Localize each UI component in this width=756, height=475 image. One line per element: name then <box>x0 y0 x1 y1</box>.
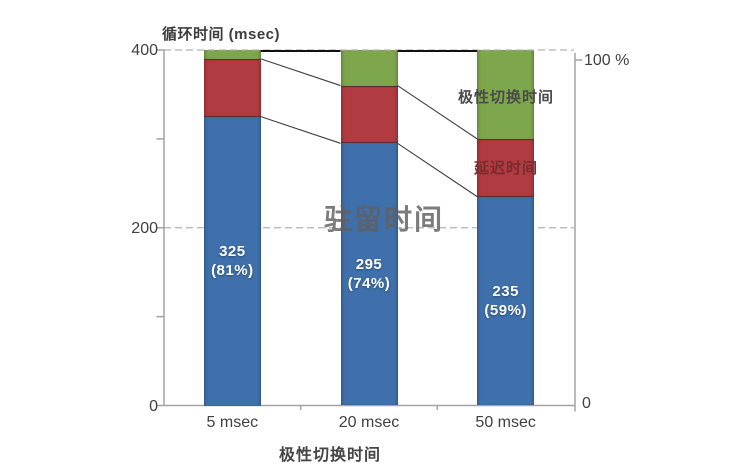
bar-value-label: 295 (74%) <box>337 255 402 293</box>
x-axis-category-label-5msec: 5 msec <box>206 414 259 431</box>
connector-line-dwell-boundary <box>260 116 341 144</box>
y-axis-tick-label-200: 200 <box>131 219 158 237</box>
annotation-polarity-switch-time: 极性切换时间 <box>457 89 554 106</box>
bar-20msec-segment-delay <box>340 85 398 144</box>
bar-5msec-segment-delay <box>203 58 261 117</box>
x-axis-category-label-20msec: 20 msec <box>338 414 400 431</box>
bar-50msec-segment-delay <box>477 138 535 197</box>
bar-20msec-segment-dwell <box>340 143 398 406</box>
bar-percent: (59%) <box>484 302 527 320</box>
right-axis-label-0: 0 <box>582 395 591 412</box>
bar-value-label: 235 (59%) <box>473 282 538 320</box>
x-axis-category-label-50msec: 50 msec <box>475 414 536 431</box>
chart-title: 循环时间 (msec) <box>162 26 281 43</box>
bar-value-label: 325 (81%) <box>200 242 265 280</box>
bar-value: 295 <box>355 256 383 274</box>
bar-value: 235 <box>492 283 519 301</box>
bar-5msec-segment-switch <box>203 50 261 59</box>
bar-percent: (81%) <box>211 262 254 280</box>
annotation-delay-time: 延迟时间 <box>473 160 538 177</box>
connector-line-dwell-boundary <box>397 142 478 198</box>
x-axis-title: 极性切换时间 <box>278 447 381 464</box>
bar-20msec-segment-switch <box>340 50 398 86</box>
connector-line-delay-boundary <box>397 85 478 140</box>
bar-50msec-segment-switch <box>477 50 535 139</box>
connector-line-delay-boundary <box>260 58 341 87</box>
annotation-dwell-time: 驻留时间 <box>323 204 444 235</box>
y-axis-tick-label-400: 400 <box>131 42 158 59</box>
bar-value: 325 <box>219 243 246 261</box>
bar-50msec-segment-dwell <box>477 196 535 406</box>
bar-percent: (74%) <box>347 275 391 293</box>
right-axis-label-100: 100 % <box>584 52 630 69</box>
bar-5msec-segment-dwell <box>203 116 261 406</box>
y-axis-tick-label-0: 0 <box>149 397 158 415</box>
